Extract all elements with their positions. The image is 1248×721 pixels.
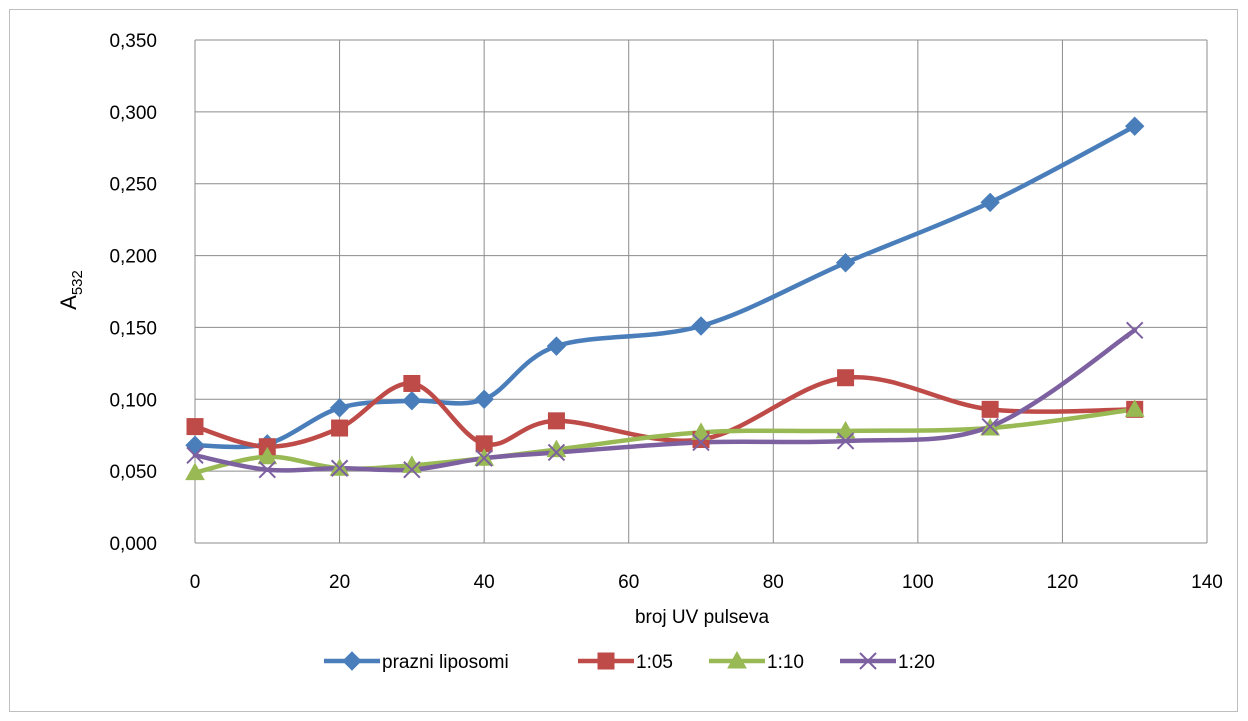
y-tick-label: 0,100 (109, 390, 157, 411)
x-tick-label: 20 (329, 572, 350, 593)
x-axis-title: broj UV pulseva (635, 607, 770, 628)
legend-label: 1:20 (898, 652, 935, 673)
y-tick-label: 0,000 (109, 534, 157, 555)
x-axis-tick-labels: 0 20 40 60 80 100 120 140 (190, 572, 1223, 593)
data-point-series-1 (1125, 116, 1145, 136)
legend-label: 1:05 (636, 652, 673, 673)
x-tick-label: 140 (1191, 572, 1223, 593)
data-point-series-3 (185, 462, 205, 481)
data-point-series-4 (186, 446, 204, 465)
x-marker-stroke (1126, 321, 1144, 340)
x-tick-label: 120 (1047, 572, 1079, 593)
legend-label: prazni liposomi (382, 652, 509, 673)
y-axis-title-main: A (56, 295, 81, 310)
legend-marker (342, 651, 362, 671)
data-point-series-1 (474, 389, 494, 409)
x-marker-stroke (692, 433, 710, 452)
data-point-series-4 (547, 443, 566, 462)
data-point-series-2 (186, 418, 204, 436)
y-tick-label: 0,250 (109, 175, 157, 196)
data-point-series-3 (691, 422, 711, 440)
data-point-series-3 (1124, 399, 1145, 417)
x-tick-label: 80 (763, 572, 784, 593)
x-marker-stroke (403, 460, 421, 479)
y-tick-label: 0,150 (109, 318, 157, 339)
x-marker-stroke (475, 449, 493, 467)
legend-marker (727, 650, 747, 669)
data-point-series-4 (981, 417, 999, 436)
data-point-series-2 (837, 369, 855, 387)
data-point-series-1 (691, 316, 711, 336)
data-point-series-4 (403, 460, 421, 479)
data-point-series-4 (258, 460, 276, 479)
legend-item: prazni liposomi (324, 651, 509, 673)
data-point-series-2 (403, 374, 421, 392)
legend-item: 1:05 (578, 652, 673, 673)
x-tick-label: 60 (618, 572, 639, 593)
x-marker-stroke (330, 459, 349, 477)
x-marker-stroke (186, 446, 204, 465)
data-point-series-2 (981, 400, 999, 418)
y-tick-label: 0,300 (109, 103, 157, 124)
data-point-series-4 (692, 433, 710, 452)
y-tick-label: 0,200 (109, 247, 157, 268)
data-point-series-2 (331, 419, 349, 437)
data-point-series-4 (330, 459, 349, 477)
data-point-series-3 (835, 420, 856, 439)
series-markers (185, 116, 1145, 481)
x-tick-label: 40 (474, 572, 495, 593)
x-marker-stroke (836, 432, 855, 450)
x-marker-stroke (859, 652, 877, 670)
y-axis-tick-labels: 0,000 0,050 0,100 0,150 0,200 0,250 0,300 0,350 (109, 31, 157, 555)
axes (194, 40, 1207, 544)
data-point-series-2 (547, 412, 565, 430)
x-marker-stroke (981, 417, 999, 436)
series-line-4 (192, 328, 1137, 473)
grid (195, 39, 1208, 543)
data-point-series-1 (329, 398, 350, 418)
legend-label: 1:10 (767, 652, 804, 673)
data-point-series-4 (1126, 321, 1144, 340)
x-tick-label: 0 (190, 572, 201, 593)
data-point-series-1 (980, 192, 1000, 213)
x-marker-stroke (258, 460, 276, 479)
series-line-3 (192, 407, 1137, 475)
data-point-series-4 (836, 432, 855, 450)
y-tick-label: 0,350 (109, 31, 157, 52)
y-axis-title: A532 (56, 270, 86, 310)
data-point-series-4 (475, 449, 493, 467)
data-point-series-3 (257, 446, 278, 465)
data-point-series-1 (546, 336, 567, 356)
x-tick-label: 100 (902, 572, 934, 593)
legend-item: 1:20 (840, 652, 935, 673)
legend-item: 1:10 (709, 650, 804, 673)
y-axis-title-subscript: 532 (69, 270, 86, 295)
data-point-series-1 (402, 391, 422, 411)
data-point-series-1 (835, 253, 856, 273)
x-marker-stroke (547, 443, 566, 462)
legend-marker (597, 652, 615, 670)
legend: prazni liposomi 1:05 1:10 1:20 (324, 650, 935, 673)
legend-marker (859, 652, 877, 670)
chart-border (9, 9, 1238, 712)
y-tick-label: 0,050 (109, 462, 157, 483)
